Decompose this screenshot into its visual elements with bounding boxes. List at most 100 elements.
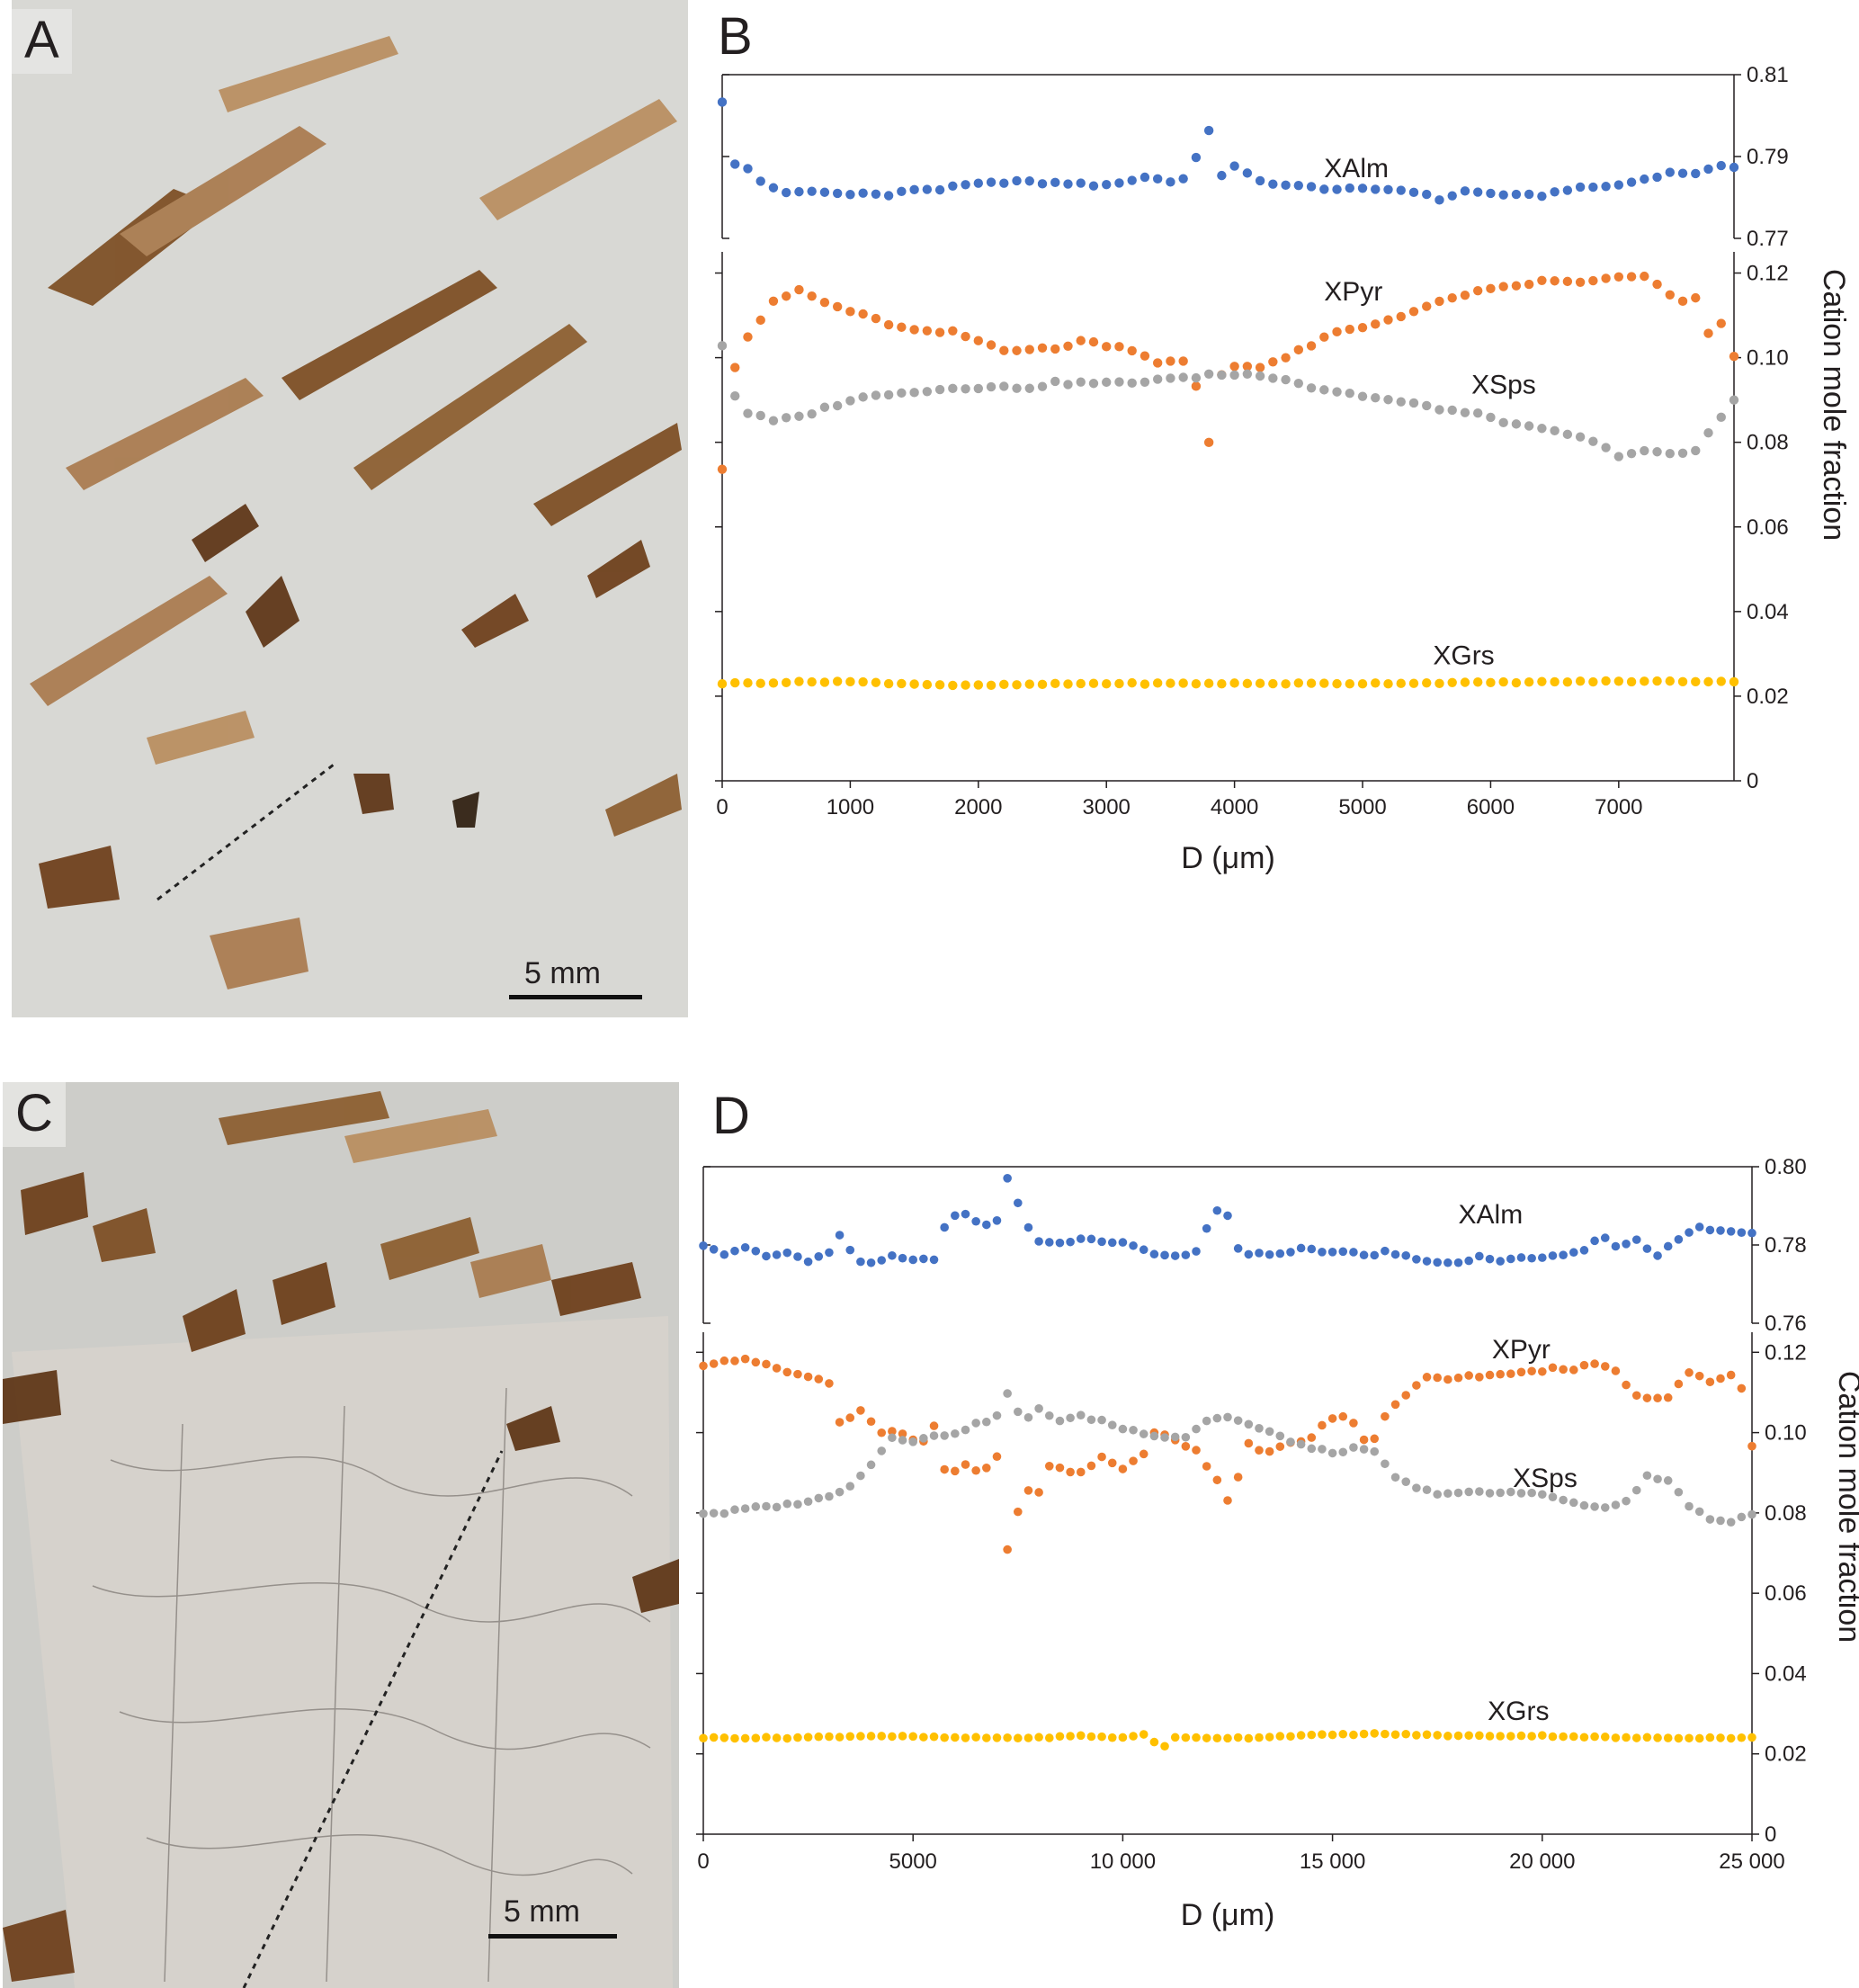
data-point-xgrs bbox=[1548, 1732, 1558, 1742]
data-point-xalm bbox=[1383, 184, 1393, 195]
data-point-xalm bbox=[1433, 1258, 1442, 1267]
data-point-xpyr bbox=[730, 363, 740, 372]
data-point-xsps bbox=[1663, 1476, 1673, 1485]
data-point-xpyr bbox=[1371, 319, 1381, 329]
series-xalm: XAlm bbox=[699, 1174, 1756, 1267]
data-point-xsps bbox=[1579, 1500, 1589, 1510]
data-point-xpyr bbox=[772, 1364, 782, 1373]
data-point-xsps bbox=[1613, 452, 1624, 461]
series-xsps: XSps bbox=[699, 1389, 1756, 1527]
data-point-xpyr bbox=[1694, 1371, 1704, 1381]
data-point-xalm bbox=[1506, 1254, 1515, 1264]
data-point-xgrs bbox=[1338, 1729, 1348, 1739]
data-point-xgrs bbox=[961, 1733, 970, 1742]
data-point-xalm bbox=[1485, 1254, 1495, 1264]
data-point-xgrs bbox=[1694, 1733, 1704, 1743]
data-point-xgrs bbox=[1244, 1733, 1254, 1743]
data-point-xalm bbox=[1345, 183, 1354, 193]
data-point-xpyr bbox=[1537, 275, 1547, 285]
data-point-xalm bbox=[1066, 1237, 1075, 1247]
y-axis-label: Cation mole fraction bbox=[1832, 1371, 1859, 1643]
data-point-xalm bbox=[1472, 187, 1483, 197]
series-label-xpyr: XPyr bbox=[1324, 277, 1382, 307]
data-point-xpyr bbox=[1349, 1419, 1358, 1428]
scale-bar-a bbox=[509, 995, 642, 999]
data-point-xsps bbox=[1306, 383, 1317, 393]
data-point-xsps bbox=[1349, 1443, 1358, 1452]
data-point-xgrs bbox=[1012, 680, 1022, 690]
data-point-xsps bbox=[1023, 1412, 1033, 1422]
data-point-xsps bbox=[908, 1437, 917, 1446]
data-point-xgrs bbox=[1371, 678, 1381, 688]
data-point-xgrs bbox=[1268, 678, 1278, 689]
x-tick-label: 25 000 bbox=[1719, 1849, 1784, 1874]
chart-b: 0.77 0.79 0.81 0 0.02 0.04 0.06 0.08 0.10 0.12 0 10… bbox=[715, 63, 1851, 875]
data-point-xpyr bbox=[1663, 1392, 1673, 1402]
data-point-xalm bbox=[1447, 191, 1457, 201]
y-tick-label-lower: 0 bbox=[1747, 769, 1758, 793]
data-point-xgrs bbox=[751, 1733, 761, 1742]
data-point-xsps bbox=[1538, 1490, 1547, 1500]
data-point-xalm bbox=[992, 1216, 1002, 1225]
data-point-xsps bbox=[832, 400, 843, 411]
data-point-xgrs bbox=[883, 678, 894, 689]
data-point-xalm bbox=[1149, 1249, 1159, 1259]
data-point-xgrs bbox=[1170, 1733, 1180, 1742]
data-point-xpyr bbox=[1460, 290, 1470, 300]
data-point-xsps bbox=[1486, 412, 1496, 423]
y-axis-label: Cation mole fraction bbox=[1817, 269, 1851, 541]
data-point-xgrs bbox=[1055, 1732, 1065, 1742]
data-point-xpyr bbox=[1202, 1462, 1211, 1471]
data-point-xsps bbox=[1055, 1416, 1065, 1426]
data-point-xgrs bbox=[1486, 677, 1496, 688]
data-point-xgrs bbox=[1626, 676, 1637, 687]
data-point-xsps bbox=[1559, 1495, 1568, 1505]
data-point-xpyr bbox=[1422, 1373, 1432, 1382]
data-point-xalm bbox=[1737, 1228, 1747, 1237]
data-point-xpyr bbox=[1691, 292, 1701, 303]
data-point-xpyr bbox=[1677, 296, 1688, 307]
data-point-xalm bbox=[1559, 1250, 1568, 1259]
series-xpyr: XPyr bbox=[699, 1335, 1756, 1554]
data-point-xpyr bbox=[1631, 1391, 1641, 1401]
data-point-xgrs bbox=[1349, 1730, 1358, 1740]
data-point-xsps bbox=[1622, 1496, 1631, 1506]
data-point-xsps bbox=[1642, 1471, 1652, 1481]
data-point-xsps bbox=[1434, 405, 1444, 415]
data-point-xalm bbox=[719, 1249, 729, 1259]
data-point-xalm bbox=[971, 1216, 980, 1226]
data-point-xpyr bbox=[1192, 1446, 1201, 1455]
data-point-xgrs bbox=[730, 677, 740, 688]
data-point-xsps bbox=[1408, 398, 1419, 408]
data-point-xpyr bbox=[1396, 311, 1406, 322]
data-point-xpyr bbox=[1212, 1475, 1222, 1485]
data-point-xpyr bbox=[1306, 341, 1317, 351]
data-point-xsps bbox=[1307, 1444, 1317, 1454]
data-point-xsps bbox=[755, 410, 765, 421]
data-point-xsps bbox=[1396, 397, 1406, 407]
data-point-xgrs bbox=[1118, 1733, 1128, 1742]
data-point-xsps bbox=[1202, 1416, 1211, 1426]
data-point-xsps bbox=[1327, 1448, 1337, 1458]
data-point-xpyr bbox=[948, 326, 958, 336]
data-point-xalm bbox=[1275, 1249, 1285, 1258]
data-point-xalm bbox=[1296, 1243, 1306, 1253]
data-point-xpyr bbox=[999, 345, 1009, 355]
data-point-xgrs bbox=[951, 1733, 960, 1742]
data-point-xgrs bbox=[709, 1733, 719, 1742]
data-point-xalm bbox=[755, 176, 765, 186]
data-point-xalm bbox=[856, 1257, 865, 1267]
data-point-xsps bbox=[1140, 377, 1150, 387]
data-point-xsps bbox=[1588, 436, 1598, 446]
data-point-xalm bbox=[1129, 1240, 1138, 1250]
data-point-xsps bbox=[807, 408, 817, 419]
data-point-xgrs bbox=[1242, 678, 1253, 689]
data-point-xgrs bbox=[992, 1733, 1002, 1742]
data-point-xalm bbox=[835, 1231, 845, 1240]
data-point-xalm bbox=[908, 1255, 917, 1265]
data-point-xgrs bbox=[1088, 678, 1099, 688]
data-point-xpyr bbox=[825, 1379, 834, 1388]
series-label-xalm: XAlm bbox=[1459, 1200, 1524, 1230]
data-point-xpyr bbox=[845, 1413, 855, 1422]
data-point-xgrs bbox=[1611, 1733, 1621, 1742]
